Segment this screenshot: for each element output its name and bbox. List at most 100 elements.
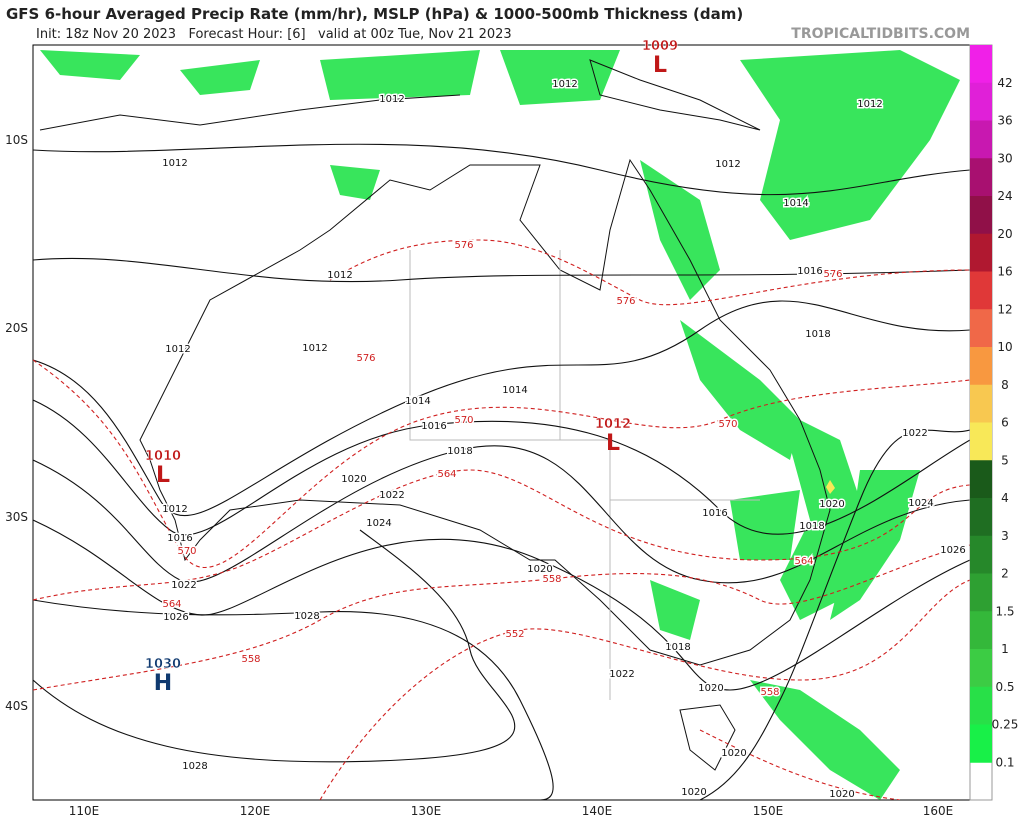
colorbar-label: 24 <box>997 189 1012 203</box>
precip <box>40 50 960 800</box>
isobar-label: 1018 <box>799 521 824 532</box>
thickness-label: 576 <box>823 269 842 280</box>
thickness-label: 564 <box>162 599 181 610</box>
colorbar-label: 0.5 <box>995 680 1014 694</box>
isobar-label: 1022 <box>379 490 404 501</box>
isobar-label: 1018 <box>447 446 472 457</box>
lon-label: 140E <box>582 804 613 818</box>
colorbar-swatch <box>970 347 992 386</box>
title: GFS 6-hour Averaged Precip Rate (mm/hr),… <box>6 5 743 23</box>
isobar-label: 1024 <box>366 518 391 529</box>
colorbar-label: 0.1 <box>995 755 1014 769</box>
isobar-label: 1020 <box>527 564 552 575</box>
lat-label: 20S <box>5 321 28 335</box>
colorbar-label: 12 <box>997 302 1012 316</box>
thickness-label: 564 <box>437 469 456 480</box>
thickness-label: 576 <box>616 296 635 307</box>
colorbar-label: 1.5 <box>995 604 1014 618</box>
center-letter: H <box>154 671 172 696</box>
thickness-label: 558 <box>542 574 561 585</box>
isobar-label: 1022 <box>609 669 634 680</box>
thickness-label: 576 <box>454 240 473 251</box>
isobars <box>33 143 970 800</box>
colorbar-label: 8 <box>1001 378 1009 392</box>
colorbar-label: 3 <box>1001 529 1009 543</box>
center-letter: L <box>156 463 170 488</box>
coastlines <box>39 59 831 771</box>
center-value: 1009 <box>642 39 678 54</box>
isobar-label: 1022 <box>171 580 196 591</box>
colorbar-label: 4 <box>1001 491 1009 505</box>
colorbar-swatch <box>970 498 992 537</box>
colorbar-swatch <box>970 724 992 763</box>
isobar-label: 1012 <box>715 159 740 170</box>
colorbar-label: 2 <box>1001 567 1009 581</box>
colorbar-label: 30 <box>997 151 1012 165</box>
colorbar-swatch <box>970 422 992 461</box>
isobar-label: 1022 <box>902 428 927 439</box>
colorbar-swatch <box>970 384 992 423</box>
colorbar-swatch <box>970 196 992 235</box>
isobar-label: 1016 <box>167 533 192 544</box>
isobar-label: 1016 <box>421 421 446 432</box>
lon-label: 160E <box>923 804 954 818</box>
colorbar-label: 16 <box>997 265 1012 279</box>
colorbar-swatch <box>970 535 992 574</box>
isobar-label: 1020 <box>819 499 844 510</box>
isobar-label: 1012 <box>162 158 187 169</box>
isobar-label: 1012 <box>857 99 882 110</box>
isobar-label: 1020 <box>681 787 706 798</box>
colorbar-swatch <box>970 120 992 159</box>
isobar-label: 1014 <box>783 198 808 209</box>
lon-label: 130E <box>411 804 442 818</box>
center-letter: L <box>606 431 620 456</box>
colorbar-swatch <box>970 686 992 725</box>
colorbar-swatch <box>970 82 992 121</box>
isobar-label: 1012 <box>165 344 190 355</box>
isobar-label: 1012 <box>552 79 577 90</box>
isobar-label: 1020 <box>698 683 723 694</box>
isobar-label: 1018 <box>665 642 690 653</box>
colorbar-swatch <box>970 649 992 688</box>
isobar-label: 1020 <box>829 789 854 800</box>
source: TROPICALTIDBITS.COM <box>791 26 970 42</box>
colorbar-swatch <box>970 158 992 197</box>
lat-label: 40S <box>5 699 28 713</box>
thickness-label: 570 <box>177 546 196 557</box>
thickness-label: 570 <box>454 415 473 426</box>
colorbar-label: 36 <box>997 114 1012 128</box>
colorbar-swatch <box>970 573 992 612</box>
colorbar-swatch <box>970 45 992 84</box>
colorbar-swatch <box>970 611 992 650</box>
colorbar-label: 10 <box>997 340 1012 354</box>
lon-label: 120E <box>240 804 271 818</box>
lon-label: 110E <box>69 804 100 818</box>
thickness <box>33 239 970 800</box>
thickness-label: 570 <box>718 419 737 430</box>
colorbar-label: 20 <box>997 227 1012 241</box>
isobar-label: 1016 <box>797 266 822 277</box>
lat-label: 30S <box>5 510 28 524</box>
isobar-label: 1014 <box>405 396 430 407</box>
colorbar-swatch <box>970 233 992 272</box>
center-value: 1030 <box>145 657 181 672</box>
colorbar-swatch <box>970 309 992 348</box>
isobar-label: 1012 <box>327 270 352 281</box>
thickness-label: 552 <box>505 629 524 640</box>
colorbar-label: 5 <box>1001 453 1009 467</box>
isobar-label: 1012 <box>379 94 404 105</box>
isobar-label: 1012 <box>302 343 327 354</box>
isobar-label: 1012 <box>162 504 187 515</box>
lon-label: 150E <box>753 804 784 818</box>
colorbar-swatch <box>970 460 992 499</box>
colorbar-label: 42 <box>997 76 1012 90</box>
colorbar-label: 1 <box>1001 642 1009 656</box>
lat-label: 10S <box>5 133 28 147</box>
isobar-label: 1018 <box>805 329 830 340</box>
thickness-label: 576 <box>356 353 375 364</box>
map <box>33 50 970 800</box>
isobar-label: 1026 <box>163 612 188 623</box>
thickness-label: 558 <box>760 687 779 698</box>
colorbar-swatch <box>970 271 992 310</box>
